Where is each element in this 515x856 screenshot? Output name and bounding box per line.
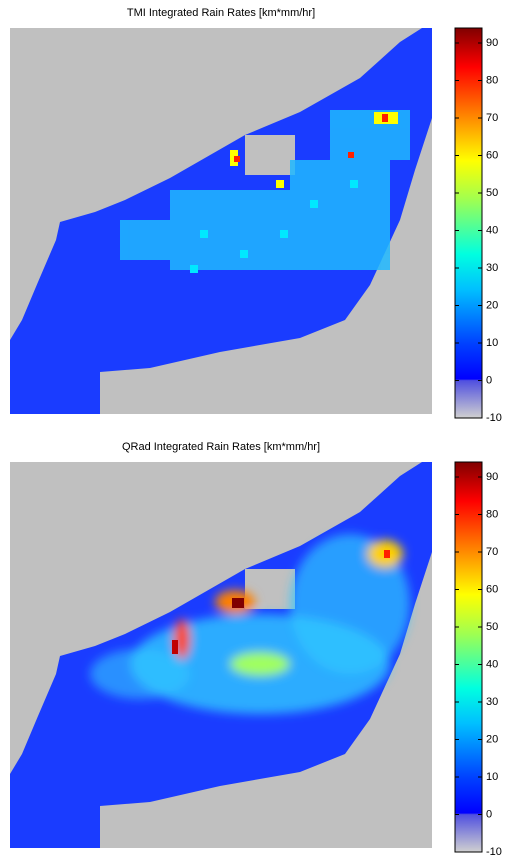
colorbar-tick-label: 60 [486, 149, 498, 161]
colorbar-tick-label: 60 [486, 583, 498, 595]
colorbar-tick-label: -10 [486, 412, 502, 424]
colorbar-tick-label: 0 [486, 808, 492, 820]
colorbar-tick-label: 70 [486, 112, 498, 124]
colorbar-tick-label: -10 [486, 846, 502, 856]
rain-field [10, 462, 432, 848]
rain-field [10, 28, 432, 414]
colorbar [454, 27, 483, 419]
colorbar-tick-label: 40 [486, 224, 498, 236]
colorbar [454, 461, 483, 853]
colorbar-tick-label: 70 [486, 546, 498, 558]
colorbar-tick-label: 50 [486, 187, 498, 199]
chart-title: TMI Integrated Rain Rates [km*mm/hr] [127, 7, 315, 19]
colorbar-tick-label: 50 [486, 621, 498, 633]
colorbar-tick-label: 20 [486, 733, 498, 745]
colorbar-tick-label: 30 [486, 696, 498, 708]
colorbar-tick-label: 90 [486, 37, 498, 49]
colorbar-tick-label: 10 [486, 337, 498, 349]
colorbar-tick-label: 80 [486, 508, 498, 520]
colorbar-tick-label: 0 [486, 374, 492, 386]
colorbar-tick-label: 40 [486, 658, 498, 670]
colorbar-tick-label: 20 [486, 299, 498, 311]
colorbar-tick-label: 80 [486, 74, 498, 86]
chart-title: QRad Integrated Rain Rates [km*mm/hr] [122, 441, 320, 453]
colorbar-tick-label: 10 [486, 771, 498, 783]
colorbar-tick-label: 90 [486, 471, 498, 483]
colorbar-tick-label: 30 [486, 262, 498, 274]
